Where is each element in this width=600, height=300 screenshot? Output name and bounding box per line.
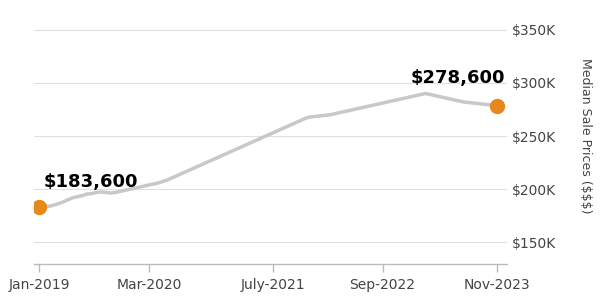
Point [492, 103, 502, 108]
Y-axis label: Median Sale Prices ($$$): Median Sale Prices ($$$) [578, 58, 592, 214]
Text: $183,600: $183,600 [43, 173, 138, 191]
Point [34, 204, 44, 209]
Text: $278,600: $278,600 [411, 69, 505, 87]
